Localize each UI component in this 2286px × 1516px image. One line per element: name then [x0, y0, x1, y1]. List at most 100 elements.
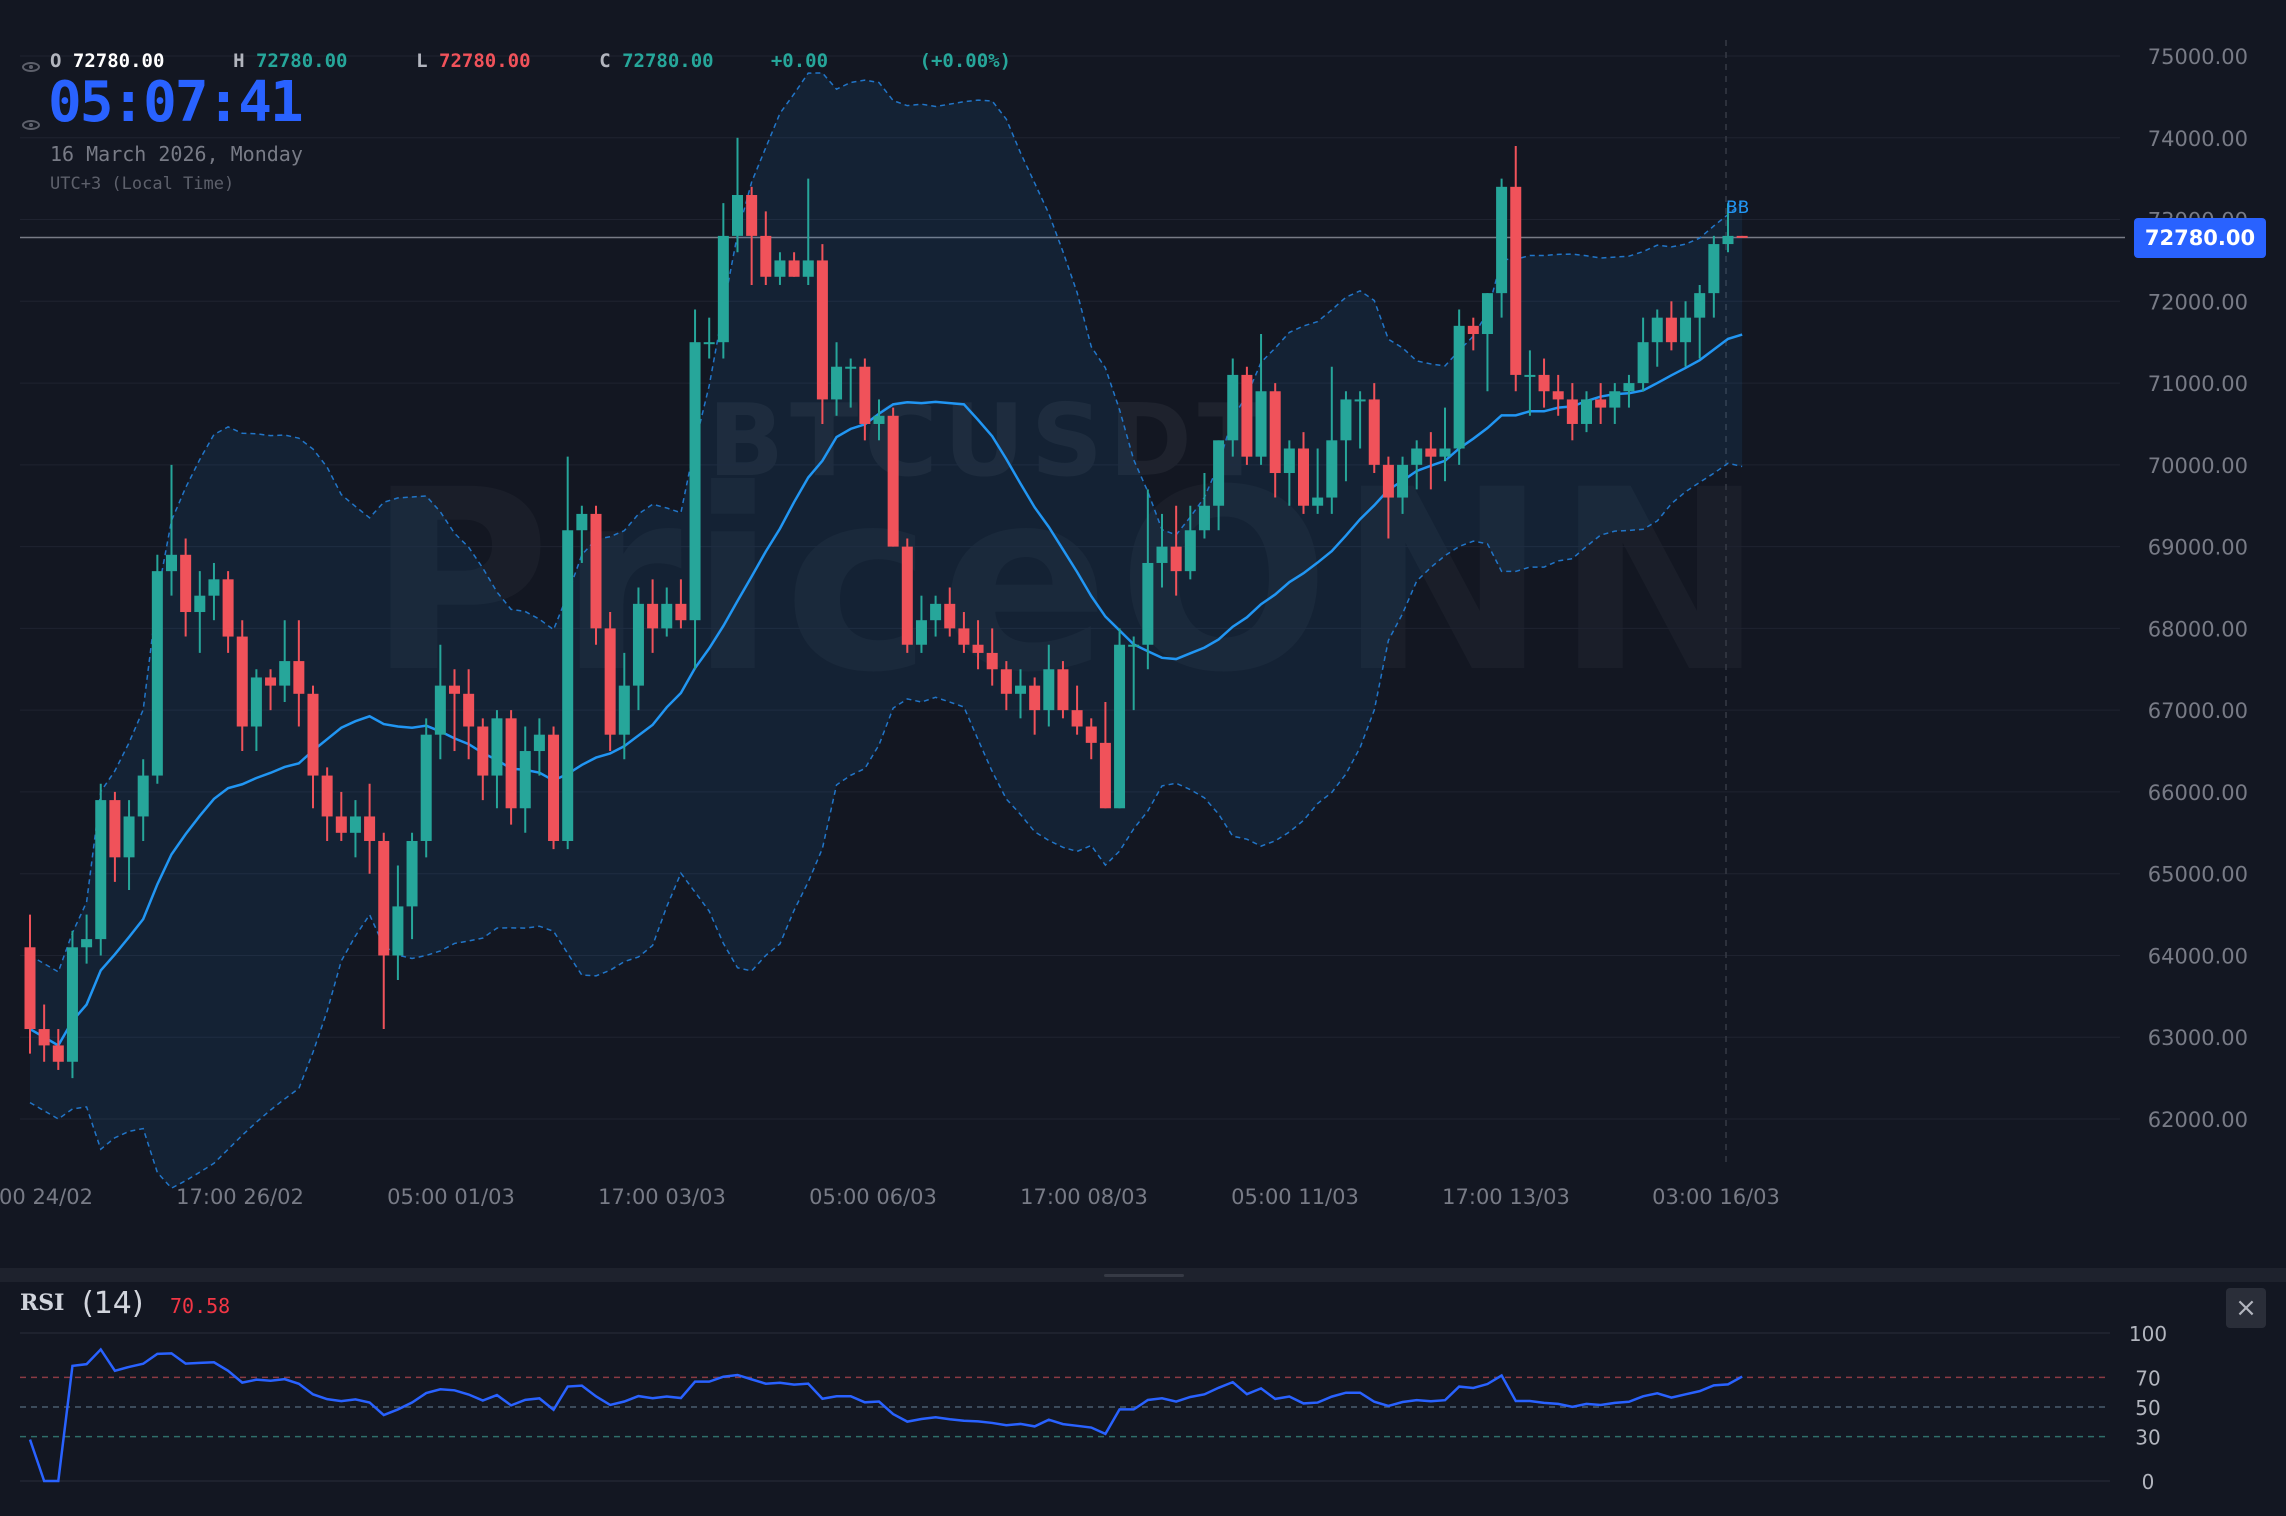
time-tick-label: 17:00 08/03	[1020, 1185, 1148, 1209]
candle-body	[915, 620, 927, 645]
candle-body	[194, 595, 206, 613]
candle-body	[1213, 440, 1225, 506]
time-tick-label: 05:00 06/03	[809, 1185, 937, 1209]
candle-body	[1453, 325, 1465, 449]
candle-body	[1326, 440, 1338, 498]
rsi-tick-label: 100	[2129, 1322, 2167, 1346]
candle-body	[1128, 644, 1140, 647]
price-axis[interactable]: 75000.0074000.0073000.0072000.0071000.00…	[2148, 45, 2248, 1132]
rsi-tick-label: 50	[2135, 1396, 2160, 1420]
rsi-axis: 100 70 50 30 0	[2129, 1322, 2167, 1494]
price-tick-label: 74000.00	[2148, 127, 2248, 151]
candle-body	[1156, 546, 1168, 563]
candle-body	[307, 693, 319, 776]
candle-body	[1283, 448, 1295, 474]
candle-body	[647, 603, 659, 629]
candle-body	[208, 579, 220, 596]
watermark-symbol: BTCUSDT	[708, 382, 1272, 499]
candle-body	[1227, 374, 1239, 441]
candle-body	[1609, 391, 1621, 408]
candle-body	[661, 603, 673, 629]
candle-body	[1099, 742, 1111, 809]
candle-body	[732, 195, 743, 236]
candle-body	[1029, 685, 1041, 711]
candle-body	[434, 685, 446, 735]
candle-body	[1552, 391, 1564, 400]
candle-body	[180, 554, 192, 613]
candle-body	[533, 734, 545, 752]
price-tick-label: 68000.00	[2148, 617, 2248, 641]
candle-body	[802, 260, 814, 277]
candle-body	[236, 636, 248, 727]
candle-body	[1269, 391, 1281, 474]
candle-body	[774, 260, 786, 277]
candlestick-series[interactable]	[24, 137, 1748, 1079]
candle-body	[392, 906, 404, 956]
time-tick-label: 00 24/02	[0, 1185, 93, 1209]
candle-body	[1665, 317, 1677, 343]
candle-body	[109, 800, 121, 858]
price-tick-label: 75000.00	[2148, 45, 2248, 69]
candle-body	[378, 840, 390, 956]
price-tick-label: 65000.00	[2148, 863, 2248, 887]
candle-body	[420, 734, 432, 841]
candle-body	[1015, 685, 1026, 694]
candle-body	[1368, 399, 1380, 465]
candle-body	[1241, 374, 1253, 457]
candle-body	[930, 603, 942, 621]
candle-body	[1340, 399, 1352, 441]
price-tick-label: 63000.00	[2148, 1026, 2248, 1050]
price-tick-label: 66000.00	[2148, 781, 2248, 805]
candle-body	[151, 571, 163, 776]
price-tick-label: 62000.00	[2148, 1108, 2248, 1132]
eye-icon[interactable]	[22, 120, 40, 130]
candle-body	[944, 603, 956, 629]
candle-body	[548, 734, 560, 841]
bb-fill	[30, 72, 1743, 1189]
candle-body	[901, 546, 913, 645]
rsi-title: RSI	[20, 1290, 65, 1316]
candle-body	[1694, 293, 1706, 318]
ohlc-legend: O 72780.00 H 72780.00 L 72780.00 C 72780…	[50, 50, 1011, 72]
high-label: H	[233, 50, 245, 72]
candle-body	[222, 579, 234, 637]
rsi-close-button[interactable]: ×	[2226, 1288, 2266, 1328]
low-value: 72780.00	[439, 50, 531, 72]
price-tick-label: 64000.00	[2148, 944, 2248, 968]
candle-body	[335, 816, 347, 833]
bb-indicator-label[interactable]: BB	[1726, 198, 1750, 218]
candle-body	[618, 685, 630, 735]
candle-body	[831, 366, 843, 400]
candle-body	[675, 603, 687, 621]
candle-body	[95, 800, 107, 940]
price-tick-label: 69000.00	[2148, 536, 2248, 560]
bb-lower-band	[29, 462, 1743, 1190]
candle-body	[746, 195, 758, 236]
time-tick-label: 17:00 03/03	[598, 1185, 726, 1209]
candle-body	[1708, 244, 1720, 294]
candle-body	[760, 235, 772, 277]
candle-body	[632, 603, 644, 686]
candle-body	[81, 939, 93, 948]
low-label: L	[416, 50, 428, 72]
candle-body	[24, 947, 36, 1030]
candle-body	[1142, 562, 1154, 645]
time-tick-label: 05:00 11/03	[1231, 1185, 1359, 1209]
candle-body	[38, 1029, 50, 1046]
rsi-line	[28, 1347, 1743, 1483]
rsi-pane	[20, 1332, 2110, 1483]
time-tick-label: 17:00 13/03	[1442, 1185, 1570, 1209]
time-axis[interactable]: 00 24/02 17:00 26/02 05:00 01/03 17:00 03/0…	[0, 1185, 1780, 1209]
candle-body	[845, 366, 857, 369]
candle-body	[52, 1045, 64, 1062]
pane-resize-handle[interactable]	[1104, 1274, 1184, 1277]
candle-body	[986, 652, 998, 670]
clock-date: 16 March 2026, Monday	[50, 142, 303, 166]
candle-body	[873, 415, 885, 424]
candle-body	[137, 775, 149, 817]
candle-body	[562, 530, 574, 841]
change-value: +0.00	[770, 50, 829, 72]
candle-body	[1354, 399, 1366, 402]
eye-icon[interactable]	[22, 62, 40, 72]
